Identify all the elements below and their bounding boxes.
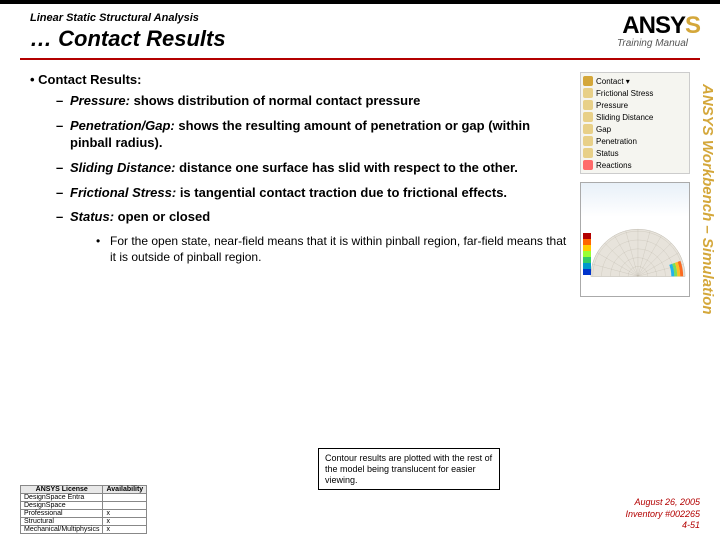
list-item: Penetration/Gap: shows the resulting amo… [56, 118, 572, 152]
table-cell: DesignSpace Entra [21, 494, 103, 502]
item-term: Frictional Stress: [70, 185, 176, 200]
item-term: Penetration/Gap: [70, 118, 175, 133]
footer-meta: August 26, 2005 Inventory #002265 4-51 [625, 497, 700, 532]
header: Linear Static Structural Analysis … Cont… [0, 4, 720, 56]
table-cell [103, 502, 147, 510]
menu-item-label: Pressure [596, 101, 628, 110]
footer-page: 4-51 [625, 520, 700, 532]
menu-item[interactable]: Reactions [583, 159, 687, 171]
vertical-brand-text: ANSYS Workbench – Simulation [699, 84, 716, 315]
menu-item-icon [583, 112, 593, 122]
menu-item[interactable]: Sliding Distance [583, 111, 687, 123]
menu-item[interactable]: Contact ▾ [583, 75, 687, 87]
list-item: Status: open or closed [56, 209, 572, 226]
list-item: Sliding Distance: distance one surface h… [56, 160, 572, 177]
menu-item-icon [583, 88, 593, 98]
menu-item[interactable]: Gap [583, 123, 687, 135]
table-cell: x [103, 526, 147, 534]
menu-item-icon [583, 136, 593, 146]
context-menu: Contact ▾ Frictional Stress Pressure Slidin… [580, 72, 690, 174]
manual-label: Training Manual [617, 38, 688, 49]
table-cell [103, 494, 147, 502]
contour-plot [580, 182, 690, 297]
item-term: Sliding Distance: [70, 160, 175, 175]
main-text: • Contact Results: Pressure: shows distr… [30, 72, 572, 297]
table-cell: Mechanical/Multiphysics [21, 526, 103, 534]
menu-item-label: Status [596, 149, 619, 158]
menu-item-icon [583, 148, 593, 158]
menu-item[interactable]: Status [583, 147, 687, 159]
list-item: Frictional Stress: is tangential contact… [56, 185, 572, 202]
item-term: Status: [70, 209, 114, 224]
table-cell: DesignSpace [21, 502, 103, 510]
logo-text-accent: S [685, 12, 700, 39]
table-cell: x [103, 518, 147, 526]
footer-date: August 26, 2005 [625, 497, 700, 509]
table-cell: Structural [21, 518, 103, 526]
table-row: Professionalx [21, 510, 147, 518]
menu-item-label: Reactions [596, 161, 632, 170]
sub-note: For the open state, near-field means tha… [96, 234, 572, 265]
ansys-logo: ANSYS [617, 12, 700, 40]
footer-inventory: Inventory #002265 [625, 509, 700, 521]
slide-title: … Contact Results [30, 26, 617, 52]
item-desc: open or closed [114, 209, 210, 224]
menu-item-icon [583, 160, 593, 170]
table-row: DesignSpace Entra [21, 494, 147, 502]
legend-bar [583, 233, 591, 275]
menu-item-icon [583, 76, 593, 86]
red-divider [20, 58, 700, 60]
menu-item[interactable]: Penetration [583, 135, 687, 147]
table-row: Structuralx [21, 518, 147, 526]
table-row: DesignSpace [21, 502, 147, 510]
table-cell: x [103, 510, 147, 518]
subtitle: Linear Static Structural Analysis [30, 12, 617, 24]
menu-item-label: Gap [596, 125, 611, 134]
annotation-note: Contour results are plotted with the res… [318, 448, 500, 490]
menu-item-label: Sliding Distance [596, 113, 653, 122]
item-desc: distance one surface has slid with respe… [175, 160, 517, 175]
table-cell: Professional [21, 510, 103, 518]
menu-item-label: Penetration [596, 137, 637, 146]
list-item: Pressure: shows distribution of normal c… [56, 93, 572, 110]
item-desc: is tangential contact traction due to fr… [176, 185, 507, 200]
item-desc: shows distribution of normal contact pre… [130, 93, 420, 108]
contour-svg [581, 183, 689, 296]
menu-item-icon [583, 124, 593, 134]
menu-item[interactable]: Pressure [583, 99, 687, 111]
table-header: Availability [103, 486, 147, 494]
menu-item-icon [583, 100, 593, 110]
logo-text-black: ANSY [622, 12, 685, 39]
header-right: ANSYS Training Manual [617, 12, 700, 49]
license-table: ANSYS LicenseAvailability DesignSpace En… [20, 485, 147, 534]
menu-item[interactable]: Frictional Stress [583, 87, 687, 99]
table-header: ANSYS License [21, 486, 103, 494]
menu-item-label: Frictional Stress [596, 89, 653, 98]
bullet-list: Pressure: shows distribution of normal c… [56, 93, 572, 266]
menu-item-label: Contact ▾ [596, 77, 630, 86]
table-row: Mechanical/Multiphysicsx [21, 526, 147, 534]
header-left: Linear Static Structural Analysis … Cont… [30, 12, 617, 52]
section-heading: • Contact Results: [30, 72, 572, 87]
side-panel: Contact ▾ Frictional Stress Pressure Slidin… [580, 72, 690, 297]
item-term: Pressure: [70, 93, 130, 108]
content-area: • Contact Results: Pressure: shows distr… [0, 68, 720, 297]
